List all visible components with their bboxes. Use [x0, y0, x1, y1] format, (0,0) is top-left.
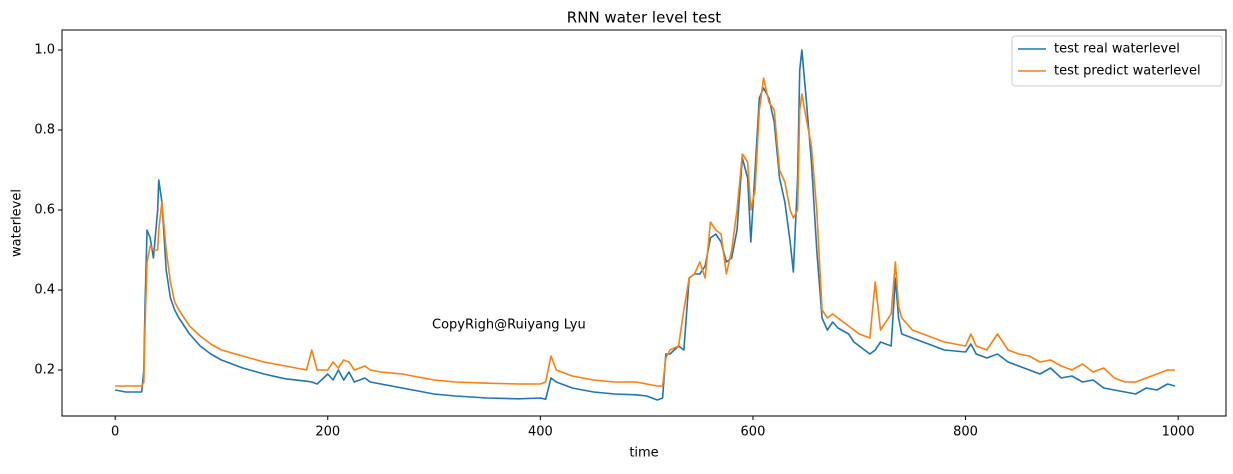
x-tick-label: 800 [953, 425, 978, 440]
x-tick-label: 600 [741, 425, 766, 440]
data-line [115, 77, 1175, 387]
x-tick-label: 200 [315, 425, 340, 440]
legend-label: test predict waterlevel [1054, 64, 1201, 79]
y-tick-label: 0.8 [34, 123, 55, 138]
x-tick-label: 400 [528, 425, 553, 440]
y-tick-label: 0.6 [34, 203, 55, 218]
y-axis-label: waterlevel [10, 189, 25, 257]
y-tick-label: 0.2 [34, 363, 55, 378]
legend-box [1011, 35, 1223, 87]
annotation: CopyRigh@Ruiyang Lyu [432, 318, 586, 333]
y-tick-label: 0.4 [34, 283, 55, 298]
legend-label: test real waterlevel [1054, 42, 1180, 57]
y-tick-label: 1.0 [34, 43, 55, 58]
x-tick-label: 0 [111, 425, 119, 440]
chart-title: RNN water level test [567, 9, 721, 27]
plot-frame [61, 29, 1227, 417]
x-axis-label: time [629, 446, 658, 461]
x-tick-label: 1000 [1162, 425, 1195, 440]
data-line [115, 49, 1176, 401]
